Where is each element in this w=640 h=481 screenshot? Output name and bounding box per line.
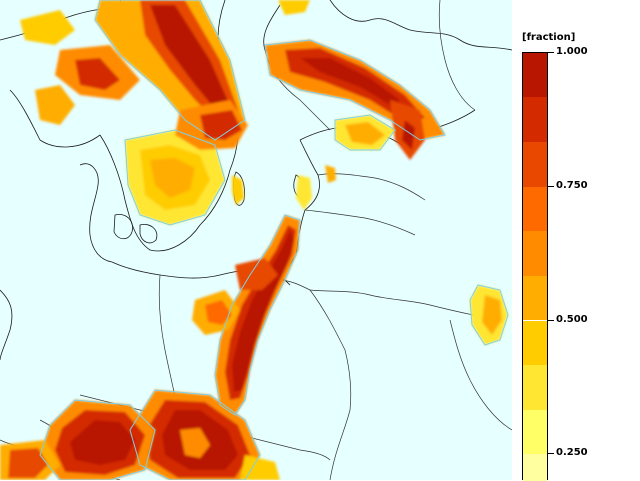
legend-swatch [523, 53, 547, 98]
legend-tick-mark [548, 453, 554, 455]
color-legend: [fraction] 1.000 0.750 0.500 0.250 [512, 0, 640, 481]
legend-swatch [523, 320, 547, 365]
legend-tick-mark [548, 319, 554, 321]
legend-tick-mark [548, 185, 554, 187]
legend-swatch [523, 409, 547, 455]
field-contours [39, 0, 509, 480]
legend-tick-label: 0.500 [556, 313, 588, 325]
legend-swatch [523, 276, 547, 321]
legend-tick-label: 1.000 [556, 46, 588, 57]
legend-swatch [523, 186, 547, 232]
legend-swatch [523, 97, 547, 143]
map-canvas [0, 0, 512, 480]
legend-colorbar [522, 52, 548, 481]
legend-swatch [523, 454, 547, 481]
legend-swatch [523, 364, 547, 410]
legend-tick-label: 0.250 [556, 447, 588, 459]
fraction-field [0, 0, 508, 480]
map-view[interactable] [0, 0, 512, 480]
legend-swatch [523, 142, 547, 187]
legend-tick-mark [548, 52, 554, 53]
legend-title: [fraction] [522, 32, 576, 43]
legend-swatch [523, 231, 547, 277]
legend-tick-label: 0.750 [556, 179, 588, 191]
